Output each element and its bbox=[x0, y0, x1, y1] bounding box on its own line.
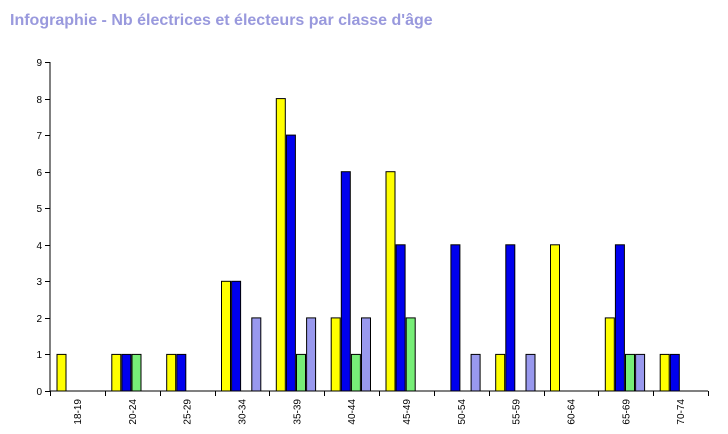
bar bbox=[614, 244, 625, 392]
y-tick-label: 8 bbox=[36, 95, 42, 106]
y-tick-label: 9 bbox=[36, 58, 42, 69]
chart-title: Infographie - Nb électrices et électeurs… bbox=[10, 12, 433, 29]
x-tick-label: 30-34 bbox=[237, 399, 248, 425]
y-tick-label: 2 bbox=[36, 314, 42, 325]
bars bbox=[56, 98, 680, 392]
bar bbox=[669, 353, 680, 392]
x-tick-label: 18-19 bbox=[73, 399, 84, 425]
bar bbox=[221, 280, 231, 392]
bar bbox=[395, 244, 406, 392]
y-tick-label: 3 bbox=[36, 277, 42, 288]
x-tick-label: 45-49 bbox=[402, 399, 413, 425]
bar bbox=[166, 353, 177, 392]
y-tick-label: 5 bbox=[36, 204, 42, 215]
bar bbox=[495, 353, 506, 392]
bar bbox=[405, 317, 416, 392]
bar bbox=[350, 353, 361, 392]
bar bbox=[625, 353, 635, 392]
x-tick-label: 20-24 bbox=[128, 399, 139, 425]
tick-labels: 0 1 2 3 4 5 6 7 8 9 18-19 20-24 25-29 30-34 35-39 40-44… bbox=[36, 58, 687, 425]
bar bbox=[470, 353, 481, 392]
bar bbox=[330, 317, 341, 392]
y-tick-label: 1 bbox=[36, 350, 42, 361]
bar bbox=[111, 353, 122, 392]
bar bbox=[56, 353, 67, 392]
bar bbox=[251, 317, 262, 392]
bar bbox=[121, 353, 132, 392]
x-tick-label: 55-59 bbox=[512, 399, 523, 425]
bar bbox=[450, 244, 461, 392]
bar bbox=[231, 280, 242, 392]
axes bbox=[45, 62, 709, 396]
y-tick-label: 6 bbox=[36, 168, 42, 179]
x-tick-label: 60-64 bbox=[566, 399, 577, 425]
bar bbox=[340, 171, 351, 392]
bar bbox=[604, 317, 615, 392]
y-tick-label: 7 bbox=[36, 131, 42, 142]
bar bbox=[285, 134, 296, 392]
bar bbox=[635, 353, 646, 392]
bar bbox=[505, 244, 516, 392]
y-tick-label: 0 bbox=[36, 387, 42, 398]
y-tick-label: 4 bbox=[36, 241, 42, 252]
bar bbox=[525, 353, 536, 392]
x-tick-label: 70-74 bbox=[676, 399, 687, 425]
bar bbox=[361, 317, 371, 392]
x-tick-label: 25-29 bbox=[183, 399, 194, 425]
bar bbox=[550, 244, 560, 392]
bar bbox=[306, 317, 317, 392]
bar bbox=[131, 353, 142, 392]
x-tick-label: 65-69 bbox=[621, 399, 632, 425]
x-tick-label: 40-44 bbox=[347, 399, 358, 425]
bar bbox=[275, 98, 286, 392]
bar bbox=[659, 353, 670, 392]
bar bbox=[296, 353, 306, 392]
x-tick-label: 50-54 bbox=[457, 399, 468, 425]
x-tick-label: 35-39 bbox=[292, 399, 303, 425]
bar bbox=[385, 171, 396, 392]
bar bbox=[176, 353, 187, 392]
